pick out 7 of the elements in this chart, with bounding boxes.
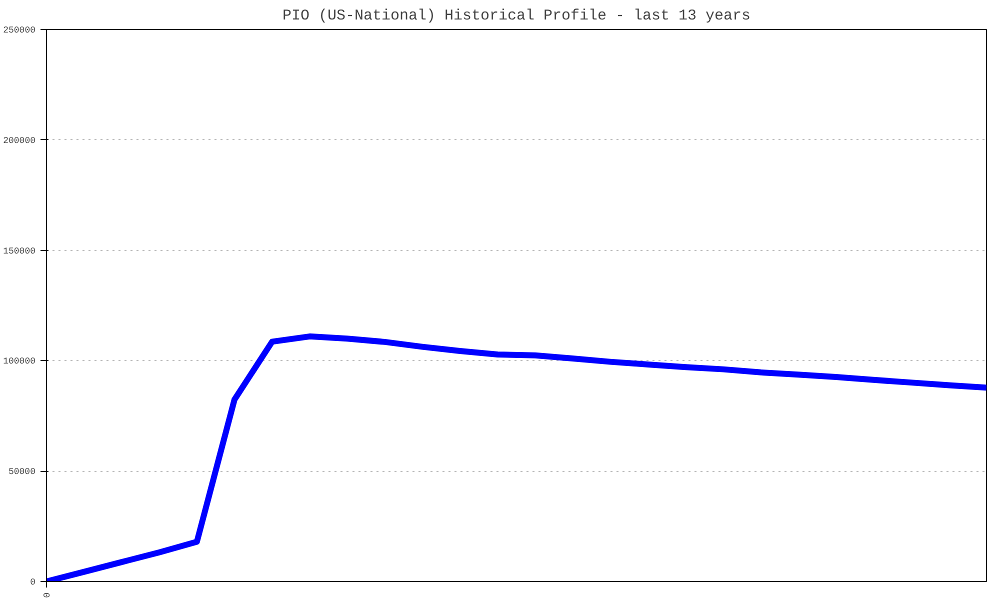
y-tick-label: 250000	[3, 26, 36, 36]
y-tick-label: 200000	[3, 136, 36, 146]
y-tick-label: 100000	[3, 356, 36, 367]
y-tick-label: 150000	[3, 246, 36, 256]
y-tick-label: 0	[30, 578, 36, 588]
y-tick-label: 50000	[8, 467, 36, 478]
chart-title: PIO (US-National) Historical Profile - last 13 years	[282, 8, 751, 24]
